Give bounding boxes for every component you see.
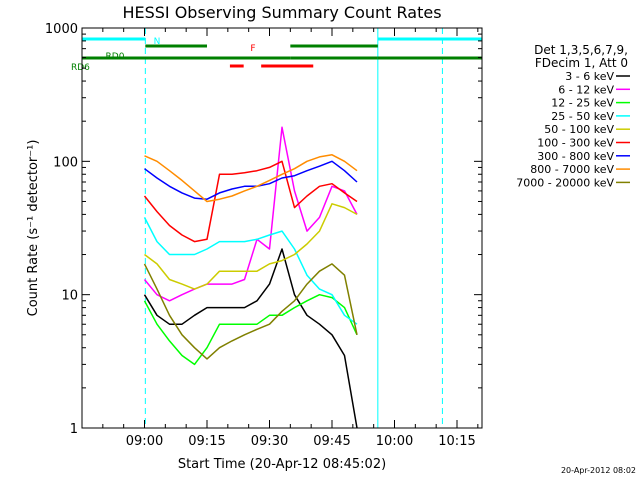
flag-label-f: F [250,44,255,54]
legend-label: 50 - 100 keV [544,123,614,136]
series-line-7 [144,154,358,203]
legend-label: 25 - 50 keV [551,110,614,123]
x-tick-label: 09:30 [251,434,288,449]
chart-title: HESSI Observing Summary Count Rates [122,3,441,22]
series-line-6 [144,160,358,200]
legend-label: 3 - 6 keV [565,70,614,83]
legend-header-line-2: FDecim 1, Att 0 [535,56,628,70]
flag-label-rd6: RD6 [71,63,90,73]
series-line-0 [143,248,358,429]
x-tick-label: 09:45 [313,434,350,449]
x-tick-label: 09:00 [126,434,163,449]
series-line-8 [143,263,358,360]
x-tick-label: 09:15 [188,434,225,449]
x-axis: 09:00 09:15 09:30 09:45 10:00 10:15 [102,28,479,449]
flag-label-n: N [154,37,161,47]
x-tick-label: 10:15 [438,434,475,449]
x-axis-label: Start Time (20-Apr-12 08:45:02) [178,457,386,472]
legend-label: 12 - 25 keV [551,97,614,110]
series-line-5 [143,160,358,243]
x-tick-label: 10:00 [376,434,413,449]
legend-header-line-1: Det 1,3,5,6,7,9, [534,43,628,57]
y-axis: 1 10 100 1000 [45,22,482,437]
y-tick-label: 1000 [45,22,78,37]
flag-label-rd0: RD0 [106,52,125,62]
legend-label: 7000 - 20000 keV [516,176,614,189]
legend-label: 6 - 12 keV [558,83,614,96]
y-tick-label: 1 [70,422,78,437]
series-line-3 [143,217,358,325]
timestamp: 20-Apr-2012 08:02 [561,466,636,475]
legend: Det 1,3,5,6,7,9, FDecim 1, Att 0 3 - 6 k… [516,43,630,189]
series-line-2 [143,293,358,366]
plot-area: N RD0 RD6 F [71,28,482,429]
plot-frame [81,27,483,429]
y-tick-label: 10 [61,289,78,304]
series-line-4 [144,203,358,290]
legend-label: 300 - 800 keV [537,150,614,163]
y-axis-label: Count Rate (s⁻¹ detector⁻¹) [26,140,41,317]
series-line-1 [143,126,358,302]
legend-label: 800 - 7000 keV [530,163,614,176]
legend-label: 100 - 300 keV [537,137,614,150]
y-tick-label: 100 [53,155,78,170]
